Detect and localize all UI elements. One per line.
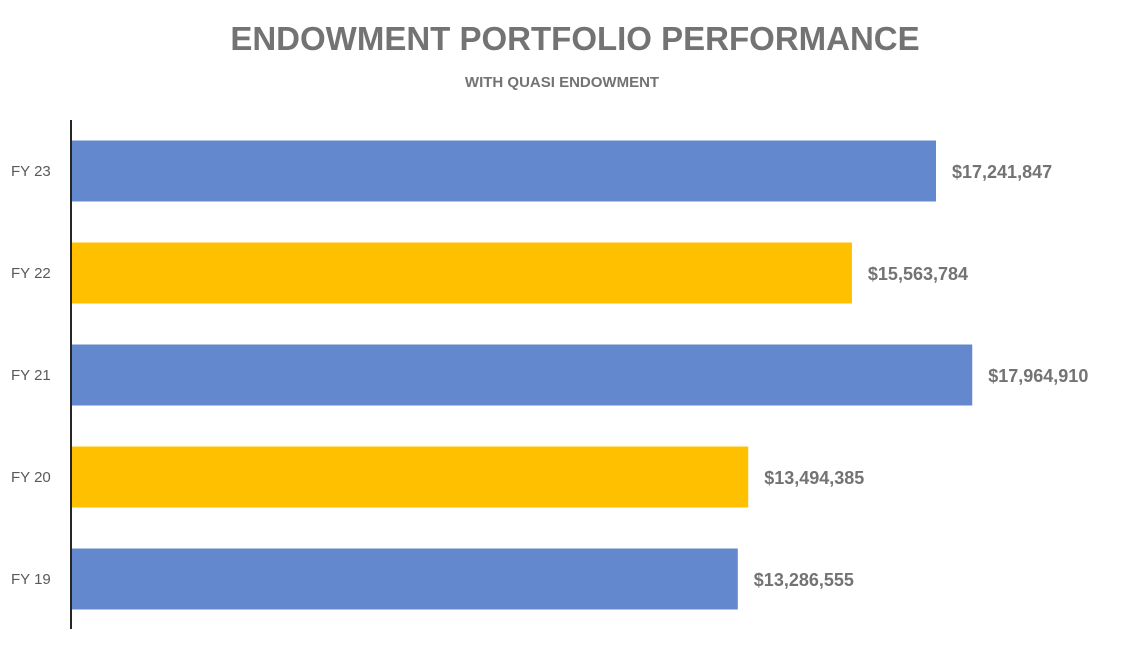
bar — [72, 548, 738, 610]
chart-subtitle: WITH QUASI ENDOWMENT — [465, 74, 659, 91]
bar — [72, 344, 973, 406]
bar — [72, 140, 937, 202]
y-tick-label: FY 23 — [11, 163, 51, 180]
y-tick-label: FY 19 — [11, 571, 51, 588]
data-label: $13,286,555 — [754, 570, 854, 590]
bars-layer: FY 23 $17,241,847 FY 22 $15,563,784 FY 21 $17… — [11, 140, 1088, 610]
data-label: $17,241,847 — [952, 162, 1052, 182]
y-tick-label: FY 22 — [11, 265, 51, 282]
data-label: $13,494,385 — [764, 468, 864, 488]
y-tick-label: FY 21 — [11, 367, 51, 384]
chart-title: ENDOWMENT PORTFOLIO PERFORMANCE — [230, 20, 919, 57]
bar — [72, 242, 852, 304]
y-tick-label: FY 20 — [11, 469, 51, 486]
data-label: $15,563,784 — [868, 264, 968, 284]
bar — [72, 446, 749, 508]
data-label: $17,964,910 — [988, 366, 1088, 386]
